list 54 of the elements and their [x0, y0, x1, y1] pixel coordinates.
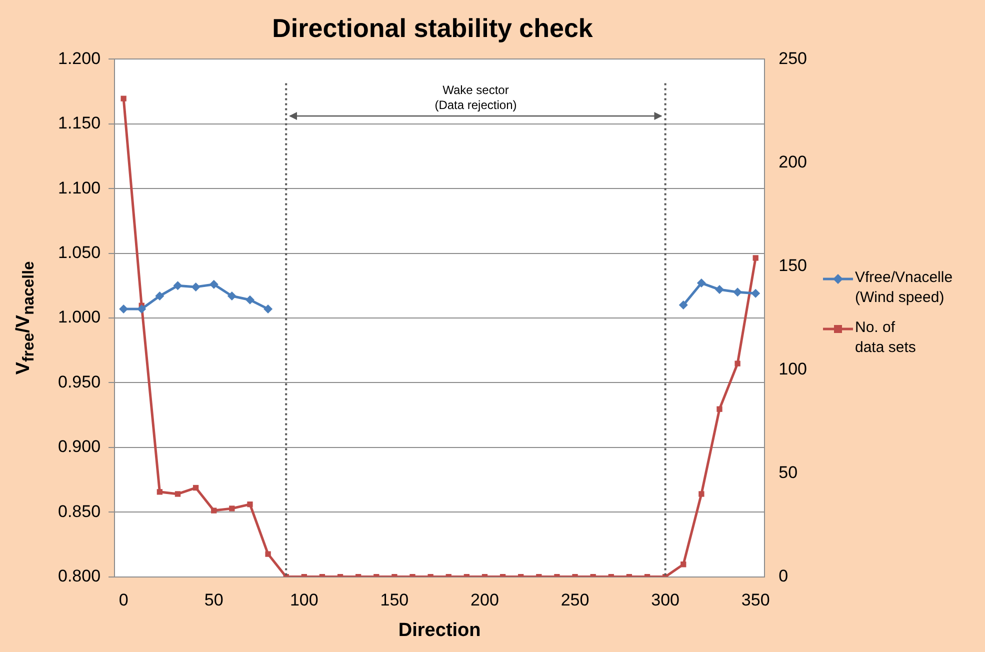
annotation: Wake sector (Data rejection) [434, 83, 517, 114]
point [714, 285, 724, 294]
point [229, 506, 235, 512]
legend-label: Vfree/Vnacelle (Wind speed) [855, 268, 953, 308]
point [245, 295, 254, 304]
y-tick-label: 0.900 [58, 437, 101, 456]
x-tick-label: 350 [741, 590, 770, 610]
point [265, 551, 271, 557]
point [120, 96, 126, 102]
point [698, 491, 704, 497]
x-tick-label: 100 [290, 590, 318, 610]
point [752, 255, 758, 261]
point [173, 281, 182, 290]
point [191, 282, 200, 292]
x-axis-title: Direction [398, 620, 481, 641]
y2-tick-label: 250 [778, 48, 808, 68]
point [678, 300, 688, 310]
y-tick-label: 0.950 [58, 372, 101, 392]
point [192, 484, 199, 491]
y2-tick-label: 50 [778, 462, 798, 482]
y2-tick-label: 200 [778, 152, 808, 172]
point [716, 406, 722, 412]
legend-label: No. of data sets [855, 318, 916, 358]
x-tick-label: 300 [651, 590, 680, 610]
y-tick-label: 1.200 [58, 48, 101, 68]
point [227, 292, 236, 300]
y-tick-label: 1.000 [58, 308, 101, 327]
y-tick-label: 1.050 [58, 242, 101, 262]
point [174, 491, 181, 497]
point [680, 562, 686, 568]
y-tick-label: 1.150 [58, 114, 101, 133]
y2-tick-label: 150 [778, 256, 808, 275]
point [264, 304, 273, 314]
point [155, 292, 164, 300]
y-tick-label: 0.800 [58, 566, 101, 586]
x-tick-label: 50 [204, 590, 224, 610]
point [696, 278, 706, 288]
point [209, 280, 218, 289]
point [211, 508, 217, 514]
point [734, 360, 740, 366]
y2-tick-label: 0 [778, 566, 788, 586]
point [733, 288, 742, 297]
point [751, 288, 760, 298]
y-tick-label: 1.100 [58, 178, 101, 198]
point [247, 502, 253, 508]
x-tick-label: 0 [118, 590, 128, 610]
chart-title: Directional stability check [272, 12, 594, 43]
y2-tick-label: 100 [778, 359, 808, 378]
x-tick-label: 200 [470, 590, 499, 610]
y-tick-label: 0.850 [58, 502, 101, 521]
x-tick-label: 250 [560, 590, 590, 610]
point [137, 304, 146, 314]
point [156, 489, 163, 495]
x-tick-label: 150 [380, 590, 409, 610]
